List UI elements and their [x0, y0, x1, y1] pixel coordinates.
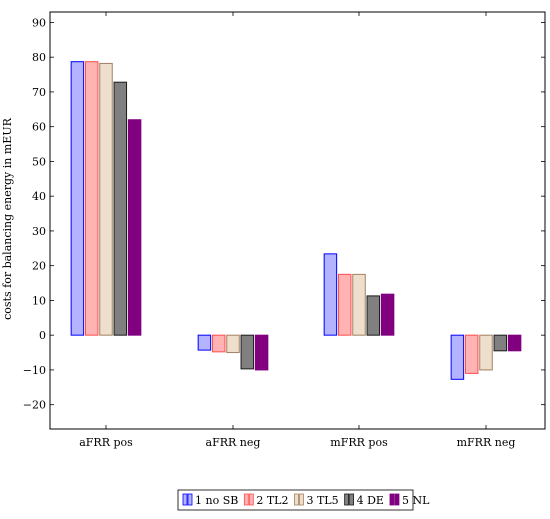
- y-tick-label: 30: [32, 225, 46, 238]
- legend-label: 3 TL5: [306, 494, 338, 507]
- legend: 1 no SB 2 TL2 3 TL5 4 DE 5 NL: [177, 489, 430, 511]
- legend-swatch: [248, 493, 254, 506]
- legend-label: 5 NL: [402, 494, 430, 507]
- legend-swatch: [344, 493, 350, 506]
- bar: [464, 334, 479, 374]
- legend-swatch: [394, 493, 400, 506]
- y-tick-label: 40: [32, 190, 46, 203]
- bar: [366, 295, 381, 336]
- plot-frame: [49, 11, 546, 430]
- legend-swatch: [349, 493, 355, 506]
- legend-label: 2 TL2: [256, 494, 288, 507]
- legend-swatch: [294, 493, 299, 506]
- bar: [493, 334, 508, 352]
- bar: [226, 334, 240, 354]
- y-tick-label: −20: [23, 399, 46, 412]
- x-tick-label: mFRR neg: [457, 436, 516, 449]
- y-tick-label: 50: [32, 155, 46, 168]
- y-tick-label: 20: [32, 260, 46, 273]
- bar: [254, 334, 269, 371]
- legend-label: 4 DE: [357, 494, 384, 507]
- bar: [84, 61, 99, 336]
- bar: [380, 293, 395, 336]
- legend-swatch: [182, 493, 188, 506]
- y-tick-label: 80: [32, 51, 46, 64]
- y-axis-label: costs for balancing energy in mEUR: [1, 117, 14, 319]
- bar: [479, 334, 493, 371]
- bar: [507, 334, 522, 352]
- y-tick-label: 70: [32, 86, 46, 99]
- bar: [450, 334, 465, 380]
- legend-swatch: [243, 493, 249, 506]
- bar: [337, 273, 352, 336]
- bar: [240, 334, 255, 370]
- legend-swatch: [389, 493, 395, 506]
- bar: [113, 81, 128, 336]
- bar: [127, 119, 142, 336]
- y-tick-label: 60: [32, 121, 46, 134]
- legend-swatch: [187, 493, 193, 506]
- x-tick-label: aFRR pos: [79, 436, 133, 449]
- legend-label: 1 no SB: [195, 494, 238, 507]
- bar: [352, 273, 366, 336]
- y-tick-label: 0: [39, 329, 46, 342]
- legend-swatch: [299, 493, 304, 506]
- y-tick-label: 90: [32, 16, 46, 29]
- bar: [70, 61, 85, 336]
- x-tick-label: aFRR neg: [206, 436, 261, 449]
- y-tick-label: −10: [23, 364, 46, 377]
- bar: [211, 334, 226, 353]
- bar: [99, 62, 113, 336]
- bar: [323, 253, 338, 336]
- plot-area: −20 −10 0 10 20 30 40 50 60 70 80 90 aFRR pos aFRR ne…: [23, 11, 546, 449]
- x-tick-label: mFRR pos: [330, 436, 388, 449]
- bar: [197, 334, 212, 351]
- y-tick-label: 10: [32, 294, 46, 307]
